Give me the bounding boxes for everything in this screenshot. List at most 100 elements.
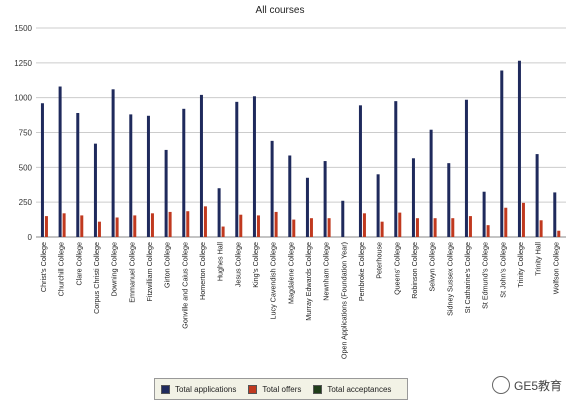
x-tick-label: Newnham College	[322, 242, 331, 301]
x-tick-label: Christ's College	[39, 242, 48, 292]
y-tick-label: 0	[28, 233, 33, 242]
bar-offers	[256, 215, 260, 237]
grid	[36, 27, 566, 238]
x-axis: Christ's College Churchill College Clare C…	[39, 242, 560, 359]
bar-applications	[93, 143, 97, 237]
bar-offers	[539, 220, 543, 237]
x-tick-label: Queens' College	[392, 242, 401, 295]
bar-applications	[288, 155, 292, 237]
bar-applications	[252, 96, 256, 237]
bar-applications	[429, 129, 433, 237]
bar-offers	[327, 218, 331, 237]
x-tick-label: Magdalene College	[286, 242, 295, 304]
bar-offers	[309, 218, 313, 237]
x-tick-label: King's College	[251, 242, 260, 288]
bar-offers	[380, 221, 384, 237]
x-tick-label: Open Applications (Foundation Year)	[339, 242, 348, 359]
bar-offers	[115, 217, 119, 237]
x-tick-label: Homerton College	[198, 242, 207, 300]
x-tick-label: Fitzwilliam College	[145, 242, 154, 302]
x-tick-label: Churchill College	[57, 242, 66, 296]
bar-offers	[433, 218, 437, 237]
x-tick-label: Pembroke College	[357, 242, 366, 301]
legend-item: Total acceptances	[313, 384, 392, 394]
bar-applications	[217, 188, 221, 237]
bar-applications	[182, 108, 186, 238]
legend-label: Total applications	[175, 384, 237, 394]
wechat-icon	[492, 376, 510, 394]
x-tick-label: Emmanuel College	[127, 242, 136, 303]
legend-swatch	[248, 384, 258, 394]
x-tick-label: St John's College	[498, 242, 507, 298]
bar-applications	[146, 115, 150, 237]
bar-applications	[482, 191, 486, 237]
watermark-text: GE5教育	[514, 378, 563, 393]
x-tick-label: Trinity College	[516, 242, 525, 288]
x-tick-label: Gonville and Caius College	[180, 242, 189, 329]
bar-applications	[76, 112, 80, 237]
legend-swatch	[313, 384, 323, 394]
legend-label: Total acceptances	[327, 384, 392, 394]
y-tick-label: 1000	[14, 94, 32, 103]
bar-applications	[235, 101, 239, 237]
x-tick-label: Robinson College	[410, 242, 419, 299]
bar-applications	[500, 70, 504, 237]
bars	[40, 60, 561, 238]
x-tick-label: Corpus Christi College	[92, 242, 101, 314]
bar-offers	[80, 215, 84, 237]
x-tick-label: Wolfson College	[551, 242, 560, 294]
x-tick-label: Sidney Sussex College	[445, 242, 454, 316]
x-tick-label: Hughes Hall	[216, 242, 225, 282]
bar-offers	[168, 211, 172, 237]
y-tick-label: 500	[19, 163, 33, 172]
x-tick-label: Downing College	[110, 242, 119, 296]
bar-applications	[394, 101, 398, 238]
watermark: GE5教育	[492, 376, 562, 394]
x-tick-label: Selwyn College	[428, 242, 437, 292]
bar-applications	[535, 154, 539, 237]
bar-applications	[358, 105, 362, 237]
bar-offers	[239, 214, 243, 237]
bar-offers	[150, 213, 154, 237]
bar-applications	[58, 86, 62, 238]
bar-applications	[270, 140, 274, 237]
bar-offers	[521, 202, 525, 237]
legend: Total applications Total offers Total ac…	[154, 378, 408, 400]
x-tick-label: Lucy Cavendish College	[269, 242, 278, 320]
x-tick-label: Peterhouse	[375, 242, 384, 279]
bar-applications	[447, 163, 451, 237]
bar-offers	[292, 219, 296, 237]
y-tick-label: 1500	[14, 24, 32, 33]
bar-applications	[129, 114, 133, 237]
bar-offers	[62, 213, 66, 237]
bar-applications	[111, 89, 115, 237]
bar-offers	[44, 216, 48, 237]
y-tick-label: 1250	[14, 59, 32, 68]
x-tick-label: Clare College	[74, 242, 83, 286]
bar-offers	[468, 216, 472, 237]
chart-title: All courses	[256, 5, 305, 16]
bar-applications	[341, 200, 345, 237]
y-tick-label: 250	[19, 198, 33, 207]
bar-offers	[362, 213, 366, 237]
bar-applications	[464, 99, 468, 237]
bar-offers	[557, 230, 561, 237]
bar-applications	[305, 177, 309, 237]
x-tick-label: Murray Edwards College	[304, 242, 313, 321]
bar-applications	[411, 158, 415, 237]
bar-applications	[40, 103, 44, 238]
bar-offers	[133, 215, 137, 237]
legend-item: Total applications	[161, 384, 237, 394]
bar-applications	[199, 94, 203, 237]
bar-offers	[451, 218, 455, 237]
x-tick-label: Trinity Hall	[534, 242, 543, 276]
bar-applications	[164, 149, 168, 237]
legend-label: Total offers	[262, 384, 302, 394]
bar-offers	[186, 211, 190, 237]
legend-item: Total offers	[248, 384, 302, 394]
bar-offers	[221, 226, 225, 237]
bar-offers	[97, 221, 101, 237]
x-tick-label: St Catharine's College	[463, 242, 472, 313]
bar-applications	[376, 174, 380, 237]
bar-offers	[398, 212, 402, 237]
